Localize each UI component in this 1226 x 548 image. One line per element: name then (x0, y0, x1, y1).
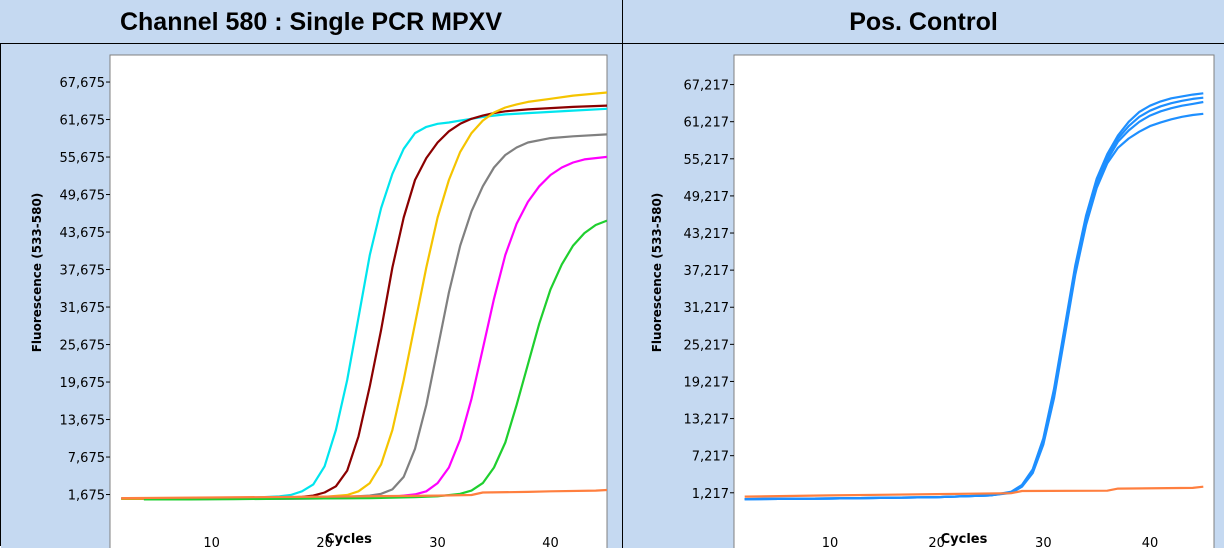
plot-area (733, 54, 1215, 548)
y-tick-label: 31,675 (60, 301, 106, 316)
y-tick-label: 25,217 (684, 338, 730, 353)
y-tick-label: 67,217 (684, 79, 730, 94)
y-tick-label: 7,217 (692, 450, 729, 465)
plot-area (109, 54, 608, 548)
y-tick-label: 43,217 (684, 227, 730, 242)
right-panel-title: Pos. Control (623, 0, 1224, 44)
x-tick-label: 10 (203, 536, 220, 548)
series-line-4 (744, 485, 1204, 498)
y-tick-label: 31,217 (684, 301, 730, 316)
y-tick-label: 61,675 (60, 114, 106, 129)
y-tick-label: 25,675 (60, 339, 106, 354)
y-tick-label: 19,675 (60, 376, 106, 391)
x-tick-label: 30 (429, 536, 446, 548)
series-line-5 (143, 219, 607, 501)
series-line-6 (121, 488, 607, 500)
x-axis-label: Cycles (325, 532, 372, 547)
y-axis-label: Fluorescence (533-580) (30, 193, 44, 353)
panel-divider (622, 0, 623, 548)
y-tick-label: 49,217 (684, 190, 730, 205)
y-tick-label: 67,675 (60, 76, 106, 91)
x-tick-label: 20 (928, 536, 945, 548)
y-tick-label: 37,675 (60, 264, 106, 279)
x-tick-label: 30 (1035, 536, 1052, 548)
y-tick-label: 61,217 (684, 116, 730, 131)
right-chart-panel: 1,217 7,217 13,217 19,217 25,217 31,217 37,217… (623, 44, 1224, 548)
series-line-0 (121, 107, 607, 500)
y-tick-label: 49,675 (60, 189, 106, 204)
x-tick-label: 40 (1142, 536, 1159, 548)
x-axis-label: Cycles (941, 532, 988, 547)
y-axis-label: Fluorescence (533-580) (650, 193, 664, 353)
y-tick-label: 1,217 (692, 487, 729, 502)
x-tick-label: 10 (822, 536, 839, 548)
y-tick-label: 37,217 (684, 264, 730, 279)
right-chart: 1,217 7,217 13,217 19,217 25,217 31,217 37,217… (650, 54, 1215, 548)
y-tick-label: 13,217 (684, 413, 730, 428)
left-chart-panel: 1,675 7,675 13,675 19,675 25,675 31,675 37,675… (1, 44, 622, 548)
x-tick-label: 40 (542, 536, 559, 548)
y-tick-label: 55,675 (60, 151, 106, 166)
y-tick-label: 43,675 (60, 226, 106, 241)
y-tick-label: 1,675 (68, 489, 105, 504)
y-tick-label: 7,675 (68, 451, 105, 466)
left-panel-title: Channel 580 : Single PCR MPXV (0, 0, 622, 44)
y-tick-label: 19,217 (684, 375, 730, 390)
y-tick-label: 13,675 (60, 414, 106, 429)
left-chart: 1,675 7,675 13,675 19,675 25,675 31,675 37,675… (30, 54, 608, 548)
y-tick-label: 55,217 (684, 153, 730, 168)
x-tick-label: 20 (316, 536, 333, 548)
